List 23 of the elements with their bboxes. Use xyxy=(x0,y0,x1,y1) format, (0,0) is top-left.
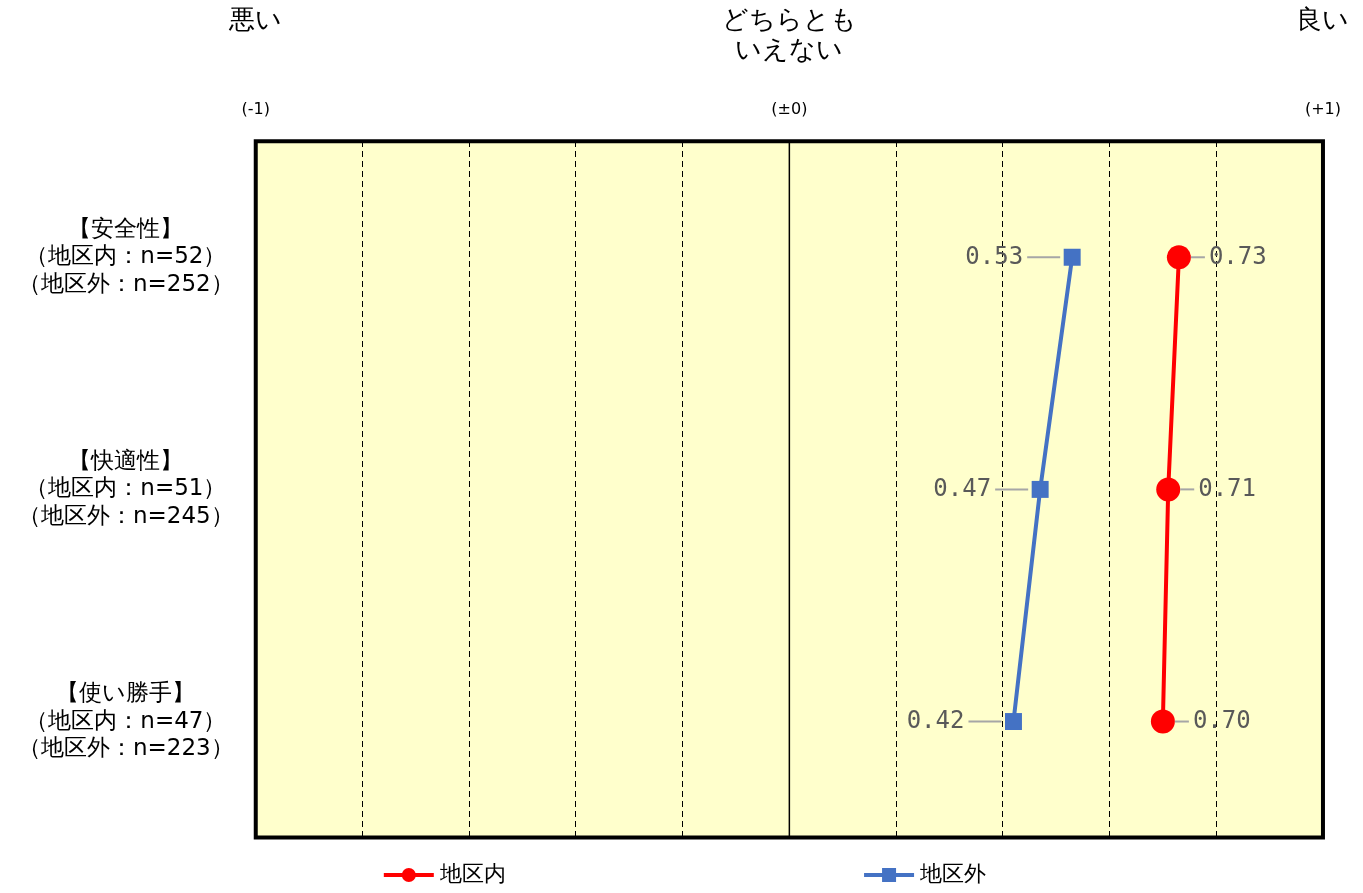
data-label: 0.70 xyxy=(1192,705,1251,734)
data-label: 0.53 xyxy=(965,241,1024,270)
point xyxy=(1004,713,1022,731)
y-tick-label: 【使い勝手】（地区内：n=47）（地区外：n=223） xyxy=(18,678,234,761)
data-label: 0.47 xyxy=(933,473,992,502)
point xyxy=(1150,709,1175,734)
text: 良い xyxy=(1296,3,1350,34)
point xyxy=(1156,477,1181,502)
text: 悪い xyxy=(228,3,283,34)
x-tick-label: (±0) xyxy=(771,98,808,118)
data-label: 0.42 xyxy=(906,705,965,734)
point xyxy=(1166,245,1191,270)
data-label: 0.73 xyxy=(1208,241,1267,270)
point xyxy=(1031,480,1049,498)
data-label: 0.71 xyxy=(1198,473,1257,502)
legend-label: 地区内 xyxy=(438,860,506,886)
y-tick-label: 【快適性】（地区内：n=51）（地区外：n=245） xyxy=(18,446,234,528)
point xyxy=(1063,248,1081,266)
x-tick-label: (-1) xyxy=(241,98,270,118)
x-tick-label: (+1) xyxy=(1304,98,1341,118)
legend-label: 地区外 xyxy=(919,860,987,886)
text: どちらともいえない xyxy=(721,3,857,64)
y-tick-label: 【安全性】（地区内：n=52）（地区外：n=252） xyxy=(18,214,234,296)
